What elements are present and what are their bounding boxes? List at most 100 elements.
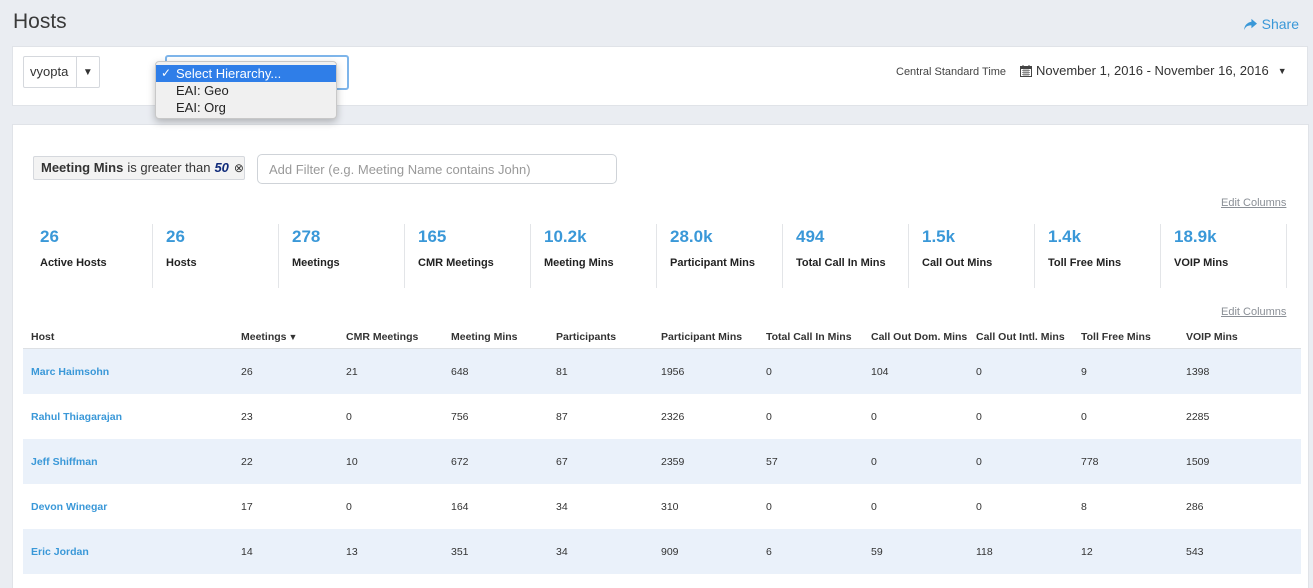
hierarchy-option[interactable]: EAI: Org bbox=[176, 100, 226, 115]
stat-value: 494 bbox=[796, 227, 825, 246]
table-cell: 0 bbox=[346, 410, 352, 423]
table-cell: 87 bbox=[556, 410, 568, 423]
timezone-label: Central Standard Time bbox=[896, 66, 1007, 78]
table-cell: 0 bbox=[871, 410, 877, 423]
hierarchy-option[interactable]: ✓ Select Hierarchy... bbox=[156, 65, 336, 82]
calendar-icon bbox=[1020, 64, 1032, 77]
table-cell: 59 bbox=[871, 545, 883, 558]
stat-value: 1.4k bbox=[1048, 227, 1082, 246]
main-panel: Meeting Mins is greater than 50 ⊗ Edit C… bbox=[12, 124, 1309, 588]
table-cell: 0 bbox=[766, 500, 772, 513]
column-header[interactable]: Toll Free Mins bbox=[1081, 330, 1151, 343]
stat-label: Meeting Mins bbox=[544, 257, 614, 269]
table-body: Marc Haimsohn 26 21 648 81 1956 0 104 0 9 1398 Rahu… bbox=[23, 349, 1301, 574]
filter-field: Meeting Mins bbox=[41, 160, 124, 175]
table-row: Jeff Shiffman 22 10 672 67 2359 57 0 0 778 1509 bbox=[23, 439, 1301, 484]
stat-card: 26 Active Hosts bbox=[27, 224, 153, 288]
stat-value: 165 bbox=[418, 227, 447, 246]
table-cell: 2359 bbox=[661, 455, 685, 468]
table-cell: 12 bbox=[1081, 545, 1093, 558]
stat-card: 165 CMR Meetings bbox=[405, 224, 531, 288]
stat-label: Participant Mins bbox=[670, 257, 755, 269]
table-cell: 0 bbox=[976, 455, 982, 468]
table-cell: 67 bbox=[556, 455, 568, 468]
table-cell: 22 bbox=[241, 455, 253, 468]
table-cell: 118 bbox=[976, 545, 993, 558]
table-row: Marc Haimsohn 26 21 648 81 1956 0 104 0 9 1398 bbox=[23, 349, 1301, 394]
stat-value: 10.2k bbox=[544, 227, 587, 246]
stat-value: 1.5k bbox=[922, 227, 956, 246]
account-select[interactable]: vyopta ▼ bbox=[23, 56, 100, 88]
column-header[interactable]: Call Out Intl. Mins bbox=[976, 330, 1065, 343]
stat-card: 494 Total Call In Mins bbox=[783, 224, 909, 288]
host-link[interactable]: Devon Winegar bbox=[31, 500, 108, 513]
column-header-sorted[interactable]: Meetings ▼ bbox=[241, 330, 298, 343]
table-cell: 8 bbox=[1081, 500, 1087, 513]
date-range-value: November 1, 2016 - November 16, 2016 bbox=[1036, 63, 1269, 78]
summary-stats: 26 Active Hosts 26 Hosts 278 Meetings 165 CM… bbox=[27, 224, 1287, 288]
stat-label: VOIP Mins bbox=[1174, 257, 1229, 269]
page-title: Hosts bbox=[13, 10, 67, 33]
table-cell: 1509 bbox=[1186, 455, 1210, 468]
stat-card: 18.9k VOIP Mins bbox=[1161, 224, 1287, 288]
table-cell: 0 bbox=[346, 500, 352, 513]
column-header[interactable]: VOIP Mins bbox=[1186, 330, 1238, 343]
table-cell: 34 bbox=[556, 545, 568, 558]
stat-value: 18.9k bbox=[1174, 227, 1217, 246]
table-cell: 17 bbox=[241, 500, 253, 513]
host-link[interactable]: Rahul Thiagarajan bbox=[31, 410, 123, 423]
table-cell: 909 bbox=[661, 545, 679, 558]
table-cell: 104 bbox=[871, 365, 889, 378]
table-cell: 286 bbox=[1186, 500, 1204, 513]
date-range-picker[interactable]: November 1, 2016 - November 16, 2016 ▼ bbox=[1020, 63, 1287, 78]
table-row: Devon Winegar 17 0 164 34 310 0 0 0 8 286 bbox=[23, 484, 1301, 529]
column-header[interactable]: Total Call In Mins bbox=[766, 330, 852, 343]
stat-label: Hosts bbox=[166, 257, 197, 269]
stat-value: 26 bbox=[166, 227, 185, 246]
stat-value: 28.0k bbox=[670, 227, 713, 246]
host-link[interactable]: Jeff Shiffman bbox=[31, 455, 98, 468]
caret-down-icon: ▼ bbox=[75, 57, 99, 87]
edit-columns-link-stats[interactable]: Edit Columns bbox=[1221, 197, 1287, 209]
table-cell: 2326 bbox=[661, 410, 685, 423]
filter-chip[interactable]: Meeting Mins is greater than 50 ⊗ bbox=[33, 156, 245, 180]
stat-label: CMR Meetings bbox=[418, 257, 494, 269]
share-button[interactable]: Share bbox=[1243, 16, 1299, 32]
stat-card: 28.0k Participant Mins bbox=[657, 224, 783, 288]
column-header[interactable]: Host bbox=[31, 330, 55, 343]
column-header[interactable]: Participant Mins bbox=[661, 330, 743, 343]
stat-card: 10.2k Meeting Mins bbox=[531, 224, 657, 288]
host-link[interactable]: Marc Haimsohn bbox=[31, 365, 110, 378]
share-label: Share bbox=[1261, 16, 1299, 32]
hosts-table: Host Meetings ▼ CMR Meetings Meeting Mins… bbox=[23, 325, 1301, 574]
hierarchy-dropdown-menu: ✓ Select Hierarchy... EAI: Geo EAI: Org bbox=[155, 61, 337, 119]
column-header[interactable]: Participants bbox=[556, 330, 617, 343]
table-header: Host Meetings ▼ CMR Meetings Meeting Mins… bbox=[23, 325, 1301, 349]
table-cell: 13 bbox=[346, 545, 358, 558]
column-header[interactable]: CMR Meetings bbox=[346, 330, 419, 343]
column-header[interactable]: Call Out Dom. Mins bbox=[871, 330, 968, 343]
column-header[interactable]: Meeting Mins bbox=[451, 330, 518, 343]
add-filter-input[interactable] bbox=[257, 154, 617, 184]
stat-label: Total Call In Mins bbox=[796, 257, 886, 269]
table-cell: 10 bbox=[346, 455, 358, 468]
sort-desc-icon: ▼ bbox=[288, 331, 298, 342]
stat-card: 26 Hosts bbox=[153, 224, 279, 288]
filter-operator: is greater than bbox=[127, 160, 211, 175]
stat-value: 278 bbox=[292, 227, 321, 246]
table-cell: 0 bbox=[766, 365, 772, 378]
checkmark-icon: ✓ bbox=[161, 66, 172, 80]
hierarchy-option[interactable]: EAI: Geo bbox=[176, 83, 229, 98]
table-cell: 351 bbox=[451, 545, 469, 558]
host-link[interactable]: Eric Jordan bbox=[31, 545, 89, 558]
table-cell: 26 bbox=[241, 365, 253, 378]
table-cell: 778 bbox=[1081, 455, 1099, 468]
stat-card: 1.4k Toll Free Mins bbox=[1035, 224, 1161, 288]
stat-label: Active Hosts bbox=[40, 257, 107, 269]
table-cell: 6 bbox=[766, 545, 772, 558]
edit-columns-link-table[interactable]: Edit Columns bbox=[1221, 306, 1287, 318]
close-circle-icon[interactable]: ⊗ bbox=[233, 161, 244, 175]
table-row: Rahul Thiagarajan 23 0 756 87 2326 0 0 0 0 2285 bbox=[23, 394, 1301, 439]
stat-value: 26 bbox=[40, 227, 59, 246]
table-cell: 23 bbox=[241, 410, 253, 423]
